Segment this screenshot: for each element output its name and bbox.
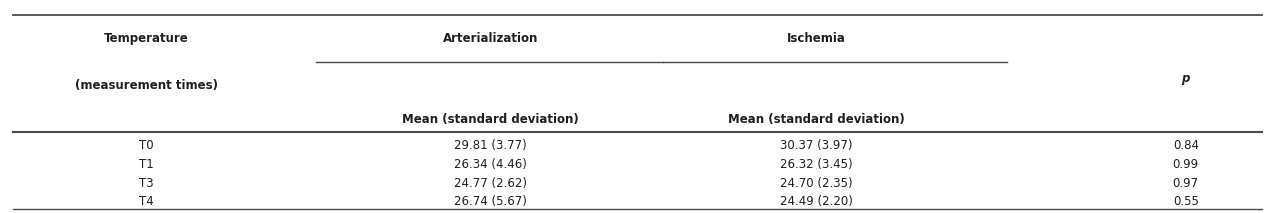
Text: Temperature: Temperature [105,32,189,45]
Text: Mean (standard deviation): Mean (standard deviation) [403,113,579,126]
Text: T0: T0 [139,139,154,152]
Text: 26.74 (5.67): 26.74 (5.67) [454,195,528,208]
Text: 0.84: 0.84 [1173,139,1198,152]
Text: 0.99: 0.99 [1173,158,1198,171]
Text: 24.70 (2.35): 24.70 (2.35) [780,177,852,190]
Text: 30.37 (3.97): 30.37 (3.97) [780,139,852,152]
Text: T4: T4 [139,195,154,208]
Text: 0.97: 0.97 [1173,177,1198,190]
Text: Arterialization: Arterialization [444,32,538,45]
Text: 24.77 (2.62): 24.77 (2.62) [454,177,528,190]
Text: (measurement times): (measurement times) [75,79,218,92]
Text: 29.81 (3.77): 29.81 (3.77) [454,139,528,152]
Text: 26.32 (3.45): 26.32 (3.45) [780,158,852,171]
Text: 0.55: 0.55 [1173,195,1198,208]
Text: p: p [1182,72,1190,85]
Text: 24.49 (2.20): 24.49 (2.20) [779,195,853,208]
Text: 26.34 (4.46): 26.34 (4.46) [454,158,528,171]
Text: Mean (standard deviation): Mean (standard deviation) [728,113,904,126]
Text: T3: T3 [139,177,154,190]
Text: Ischemia: Ischemia [787,32,845,45]
Text: T1: T1 [139,158,154,171]
